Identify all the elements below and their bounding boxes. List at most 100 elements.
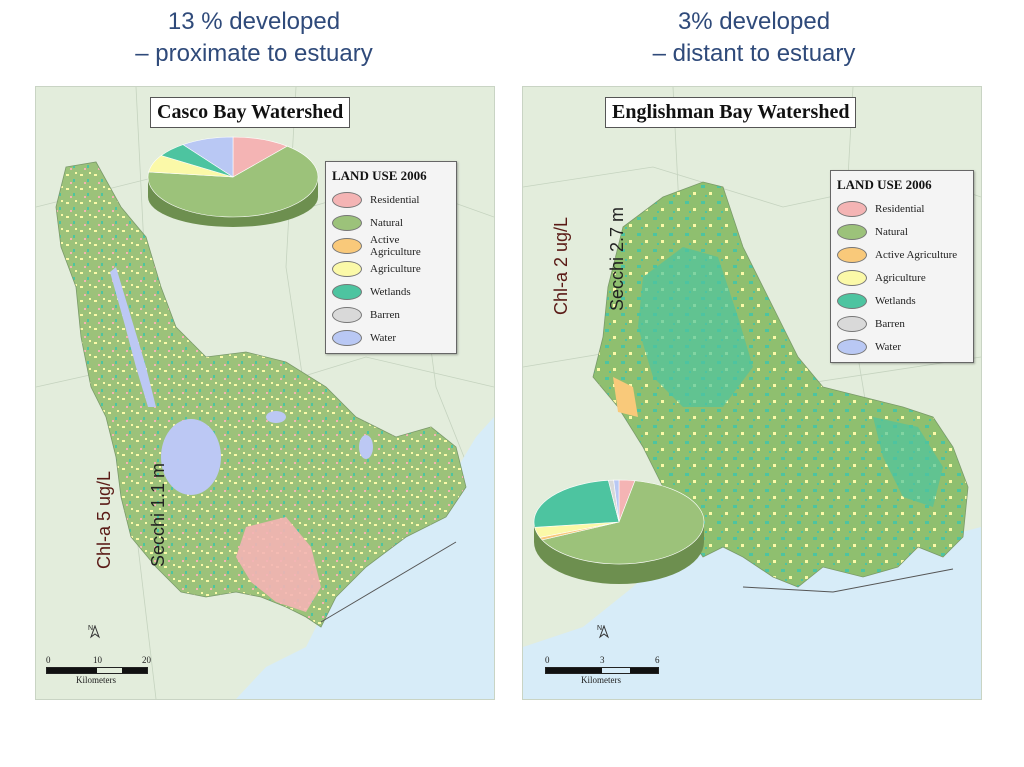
north-arrow: N: [597, 625, 610, 639]
urban-residential-area: [236, 517, 321, 612]
legend-swatch: [837, 292, 867, 309]
englishman-legend: LAND USE 2006 Residential Natural Active A…: [830, 170, 974, 363]
legend-item: Natural: [332, 211, 450, 234]
casco-watershed: [55, 161, 467, 628]
legend-swatch: [332, 191, 362, 208]
legend-item: Residential: [837, 197, 967, 220]
pie-slice-water: [182, 136, 234, 178]
sebago-lake: [161, 419, 221, 495]
scale-bar: [545, 667, 659, 674]
legend-item: Water: [837, 335, 967, 358]
legend-label: Water: [875, 340, 901, 353]
scale-tick-1: 3: [600, 655, 605, 665]
legend-swatch: [332, 237, 362, 254]
north-label: N: [88, 625, 94, 632]
legend-label: Natural: [370, 216, 403, 229]
scale-unit: Kilometers: [581, 675, 621, 685]
scale-tick-2: 6: [655, 655, 660, 665]
legend-label: Barren: [370, 308, 400, 321]
legend-item: Wetlands: [837, 289, 967, 312]
scale-tick-0: 0: [46, 655, 51, 665]
legend-swatch: [332, 329, 362, 346]
legend-label: Active Agriculture: [370, 233, 421, 258]
pie-slice-wetlands: [533, 480, 620, 528]
scale-unit: Kilometers: [76, 675, 116, 685]
legend-item: Residential: [332, 188, 450, 211]
legend-label: Natural: [875, 225, 908, 238]
legend-label: Agriculture: [875, 271, 926, 284]
legend-label: Agriculture: [370, 262, 421, 275]
legend-item: Active Agriculture: [332, 233, 450, 258]
left-heading-line1: 13 % developed: [167, 8, 341, 35]
legend-swatch: [837, 200, 867, 217]
casco-legend: LAND USE 2006 Residential Natural Active A…: [325, 161, 457, 354]
englishman-bay-map-panel[interactable]: Englishman Bay Watershed LAND USE 2006 R…: [522, 86, 982, 700]
casco-map-title: Casco Bay Watershed: [150, 97, 351, 128]
legend-swatch: [837, 269, 867, 286]
legend-swatch: [837, 246, 867, 263]
legend-label: Residential: [875, 202, 925, 215]
small-lake: [266, 411, 286, 423]
ocean: [236, 417, 494, 699]
legend-label: Active Agriculture: [875, 248, 958, 261]
legend-label: Wetlands: [875, 294, 916, 307]
legend-swatch: [332, 214, 362, 231]
agriculture-patch: [613, 377, 638, 417]
legend-label: Barren: [875, 317, 905, 330]
scale-tick-1: 10: [93, 655, 102, 665]
right-heading-line2: – distant to estuary: [652, 40, 856, 67]
north-label: N: [597, 625, 603, 632]
scale-tick-0: 0: [545, 655, 550, 665]
legend-item: Agriculture: [332, 257, 450, 280]
englishman-secchi-label: Secchi 2.7 m: [607, 206, 627, 311]
legend-swatch: [837, 338, 867, 355]
lake-chain: [110, 267, 156, 407]
right-heading: 3% developed – distant to estuary: [544, 6, 964, 70]
casco-scale-bar: 0 10 20 Kilometers: [46, 655, 166, 691]
right-heading-line1: 3% developed: [677, 8, 831, 35]
wetland-core: [638, 247, 753, 407]
legend-title: LAND USE 2006: [332, 168, 427, 183]
legend-items: Residential Natural Active Agriculture Agri…: [837, 197, 967, 358]
legend-swatch: [837, 223, 867, 240]
englishman-map-title: Englishman Bay Watershed: [605, 97, 857, 128]
scale-tick-2: 20: [142, 655, 151, 665]
north-arrow-icon: [89, 625, 101, 639]
legend-title: LAND USE 2006: [837, 177, 932, 192]
small-lake: [359, 435, 373, 459]
legend-item: Active Agriculture: [837, 243, 967, 266]
casco-chla-label: Chl-a 5 ug/L: [94, 470, 114, 569]
englishman-bay-map: [523, 87, 981, 699]
legend-swatch: [332, 260, 362, 277]
legend-items: Residential Natural Active Agriculture Agri…: [332, 188, 450, 349]
casco-secchi-label: Secchi 1.1 m: [148, 462, 168, 567]
englishman-scale-bar: 0 3 6 Kilometers: [545, 655, 665, 691]
legend-swatch: [837, 315, 867, 332]
left-heading-line2: – proximate to estuary: [135, 40, 373, 67]
wetland-patch: [873, 417, 943, 507]
legend-item: Agriculture: [837, 266, 967, 289]
englishman-chla-label: Chl-a 2 ug/L: [551, 216, 571, 315]
legend-label: Residential: [370, 193, 420, 206]
north-arrow-icon: [598, 625, 610, 639]
legend-label: Wetlands: [370, 285, 411, 298]
left-heading: 13 % developed – proximate to estuary: [44, 6, 464, 70]
pie-slice-water: [613, 479, 620, 523]
legend-swatch: [332, 283, 362, 300]
legend-swatch: [332, 306, 362, 323]
legend-item: Barren: [332, 303, 450, 326]
pie-slice-natural: [147, 145, 319, 218]
legend-item: Barren: [837, 312, 967, 335]
legend-label: Water: [370, 331, 396, 344]
legend-item: Natural: [837, 220, 967, 243]
north-arrow: N: [88, 625, 101, 639]
ocean: [523, 507, 981, 699]
casco-bay-map-panel[interactable]: Casco Bay Watershed LAND USE 2006 Reside…: [35, 86, 495, 700]
legend-item: Water: [332, 326, 450, 349]
scale-bar: [46, 667, 148, 674]
casco-pie-chart: [147, 136, 319, 227]
estuary-boundary: [742, 568, 954, 593]
estuary-boundary: [320, 541, 457, 623]
legend-item: Wetlands: [332, 280, 450, 303]
englishman-pie-chart: [533, 479, 705, 584]
